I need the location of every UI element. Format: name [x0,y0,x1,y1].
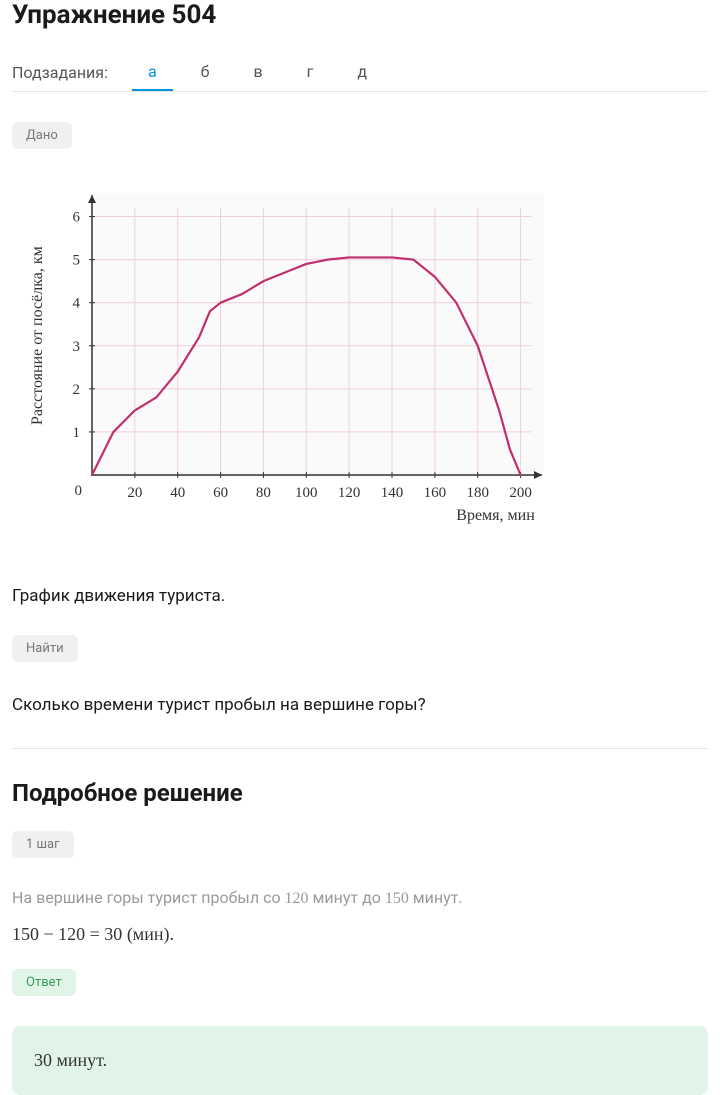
step-suffix: минут. [409,888,463,907]
svg-text:Расстояние от посёлка, км: Расстояние от посёлка, км [29,246,46,425]
svg-text:40: 40 [170,485,185,501]
subtasks-label: Подзадания: [12,63,108,82]
svg-text:140: 140 [381,485,404,501]
step-val2: 150 [385,890,409,907]
chart-container: 204060801001201401601802001234560Время, … [12,175,708,535]
tab-a[interactable]: а [132,54,173,91]
divider [12,748,708,749]
step-mid: минут до [309,888,385,907]
equation: 150 − 120 = 30 (мин). [12,924,708,945]
svg-text:6: 6 [73,210,81,226]
svg-text:4: 4 [73,296,81,312]
svg-text:0: 0 [75,483,83,499]
svg-text:Время, мин: Время, мин [456,507,535,524]
tab-d[interactable]: д [341,54,383,91]
subtasks-row: Подзадания: а б в г д [12,54,708,92]
svg-text:180: 180 [466,485,489,501]
answer-box: 30 минут. [12,1026,708,1095]
svg-text:5: 5 [73,253,81,269]
svg-text:160: 160 [424,485,447,501]
tab-v[interactable]: в [238,54,279,91]
exercise-title: Упражнение 504 [12,0,708,30]
given-caption: График движения туриста. [12,585,708,609]
answer-badge: Ответ [12,969,76,996]
given-badge: Дано [12,122,72,149]
answer-suffix: минут. [52,1050,107,1070]
svg-text:100: 100 [295,485,318,501]
svg-text:200: 200 [509,485,532,501]
find-text: Сколько времени турист пробыл на вершине… [12,694,708,718]
svg-text:80: 80 [256,485,271,501]
equation-suffix: (мин). [122,924,174,944]
step-badge: 1 шаг [12,831,74,858]
solution-title: Подробное решение [12,779,708,807]
svg-text:60: 60 [213,485,228,501]
answer-value: 30 [34,1050,52,1070]
step-text: На вершине горы турист пробыл со 120 мин… [12,888,708,908]
equation-math: 150 − 120 = 30 [12,924,122,944]
distance-time-chart: 204060801001201401601802001234560Время, … [12,175,562,535]
svg-text:2: 2 [73,382,81,398]
step-val1: 120 [285,890,309,907]
svg-text:1: 1 [73,425,81,441]
find-badge: Найти [12,635,78,662]
tab-b[interactable]: б [185,54,226,91]
tab-g[interactable]: г [291,54,330,91]
svg-text:20: 20 [127,485,142,501]
step-prefix: На вершине горы турист пробыл со [12,888,285,907]
svg-text:120: 120 [338,485,361,501]
svg-text:3: 3 [73,339,81,355]
